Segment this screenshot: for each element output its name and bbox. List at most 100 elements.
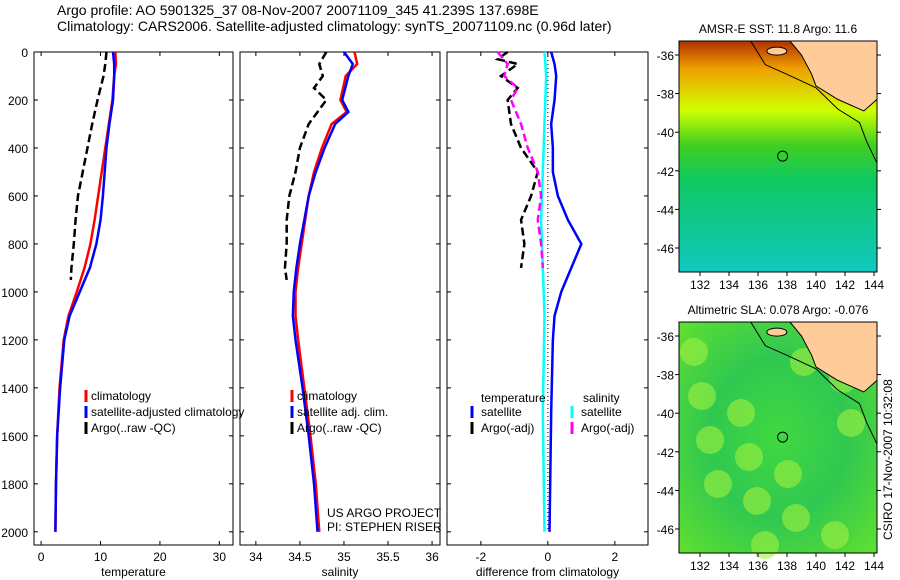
map-title: Altimetric SLA: 0.078 Argo: -0.076 [688,303,869,317]
isobath [750,40,878,164]
kangaroo-island [766,327,788,337]
lat-tick-label: -38 [657,88,675,102]
lat-tick-label: -36 [657,49,675,63]
lon-tick-label: 134 [719,559,739,573]
lon-tick-label: 144 [864,559,884,573]
sla-anomaly [774,460,802,488]
lat-tick-label: -44 [657,484,675,498]
series-climatology [294,51,359,532]
series-temperature-satellite [548,51,583,532]
y-tick-label: 1800 [1,478,28,492]
map-sla: Altimetric SLA: 0.078 Argo: -0.076 -36 -38… [657,303,885,573]
lon-tick-label: 140 [806,278,826,292]
axes-box [239,51,441,546]
lat-tick-label: -40 [657,126,675,140]
axes-box [446,51,649,546]
legend-label: climatology [297,389,357,403]
title-line-2: Climatology: CARS2006. Satellite-adjuste… [57,18,612,34]
legend-label: Argo(..raw -QC) [91,421,176,435]
sla-anomaly [696,426,724,454]
x-tick-label: 30 [213,550,227,564]
sla-anomaly [680,338,708,366]
y-tick-label: 1600 [1,430,28,444]
series-argo-raw-qc- [283,51,328,281]
series-satellite-adjusted-climatology [54,51,116,532]
credit-line-1: US ARGO PROJECT [327,506,442,520]
x-tick-label: 20 [153,550,167,564]
series-temperature-argo-adj- [494,50,540,269]
y-tick-label: 1200 [1,334,28,348]
lat-tick-label: -44 [657,203,675,217]
legend-label: climatology [91,389,151,403]
x-tick-label: 0 [544,550,551,564]
float-marker [777,431,789,443]
legend-header: temperature [481,391,546,405]
sla-anomaly [735,443,763,471]
x-axis-label: difference from climatology [476,565,619,579]
legend-header: salinity [583,391,620,405]
lon-tick-label: 136 [748,559,768,573]
y-tick-label: 1400 [1,382,28,396]
map-frame [678,321,878,554]
y-tick-label: 0 [21,46,28,60]
lon-tick-label: 138 [777,559,797,573]
map-sst: AMSR-E SST: 11.8 Argo: 11.6 -36 -38 -40 -42 -… [657,22,885,292]
sla-anomaly [751,531,779,559]
sla-anomaly [837,409,865,437]
lon-tick-label: 142 [835,559,855,573]
x-tick-label: 0 [38,550,45,564]
x-axis-label: salinity [322,565,359,579]
y-tick-label: 800 [8,238,28,252]
lon-tick-label: 132 [690,559,710,573]
kangaroo-island [766,46,788,56]
x-tick-label: -2 [475,550,486,564]
y-tick-label: 600 [8,190,28,204]
legend-label: satellite adj. clim. [297,405,388,419]
series-climatology [54,51,118,532]
sla-anomaly [727,399,755,427]
y-tick-label: 2000 [1,526,28,540]
sla-anomaly [821,521,849,549]
sla-anomaly [688,382,716,410]
axes-box [33,51,234,546]
series-satellite-adj-clim- [291,51,355,532]
series-salinity-argo-adj- [496,51,545,268]
lon-tick-label: 144 [864,278,884,292]
y-tick-label: 200 [8,94,28,108]
x-tick-label: 10 [94,550,108,564]
lat-tick-label: -46 [657,523,675,537]
lon-tick-label: 136 [748,278,768,292]
x-tick-label: 34 [249,550,263,564]
credit-line-2: PI: STEPHEN RISER [327,520,442,534]
sla-anomaly [782,504,810,532]
lat-tick-label: -40 [657,407,675,421]
lat-tick-label: -38 [657,369,675,383]
lat-tick-label: -42 [657,165,675,179]
lat-tick-label: -36 [657,330,675,344]
legend-label: Argo(-adj) [581,421,634,435]
lon-tick-label: 134 [719,278,739,292]
lon-tick-label: 138 [777,278,797,292]
legend-label: Argo(..raw -QC) [297,421,382,435]
y-tick-label: 400 [8,142,28,156]
lat-tick-label: -42 [657,446,675,460]
title-line-1: Argo profile: AO 5901325_37 08-Nov-2007 … [57,2,539,18]
float-marker [777,150,789,162]
sal-panel: 34 34.5 35 35.5 36 salinity climatology satelli… [239,51,441,579]
legend-label: satellite-adjusted climatology [91,405,244,419]
x-tick-label: 34.5 [288,550,312,564]
y-tick-label: 1000 [1,286,28,300]
sla-anomaly [743,487,771,515]
map-title: AMSR-E SST: 11.8 Argo: 11.6 [699,22,858,36]
temp-panel: 0 10 20 30 temperature 0 200 400 600 800 1000 1200 1… [1,46,244,579]
x-tick-label: 2 [611,550,618,564]
isobath [750,321,878,445]
x-tick-label: 36 [425,550,439,564]
lon-tick-label: 142 [835,278,855,292]
series-argo-raw-qc- [69,51,108,280]
lon-tick-label: 140 [806,559,826,573]
legend-label: satellite [481,405,522,419]
